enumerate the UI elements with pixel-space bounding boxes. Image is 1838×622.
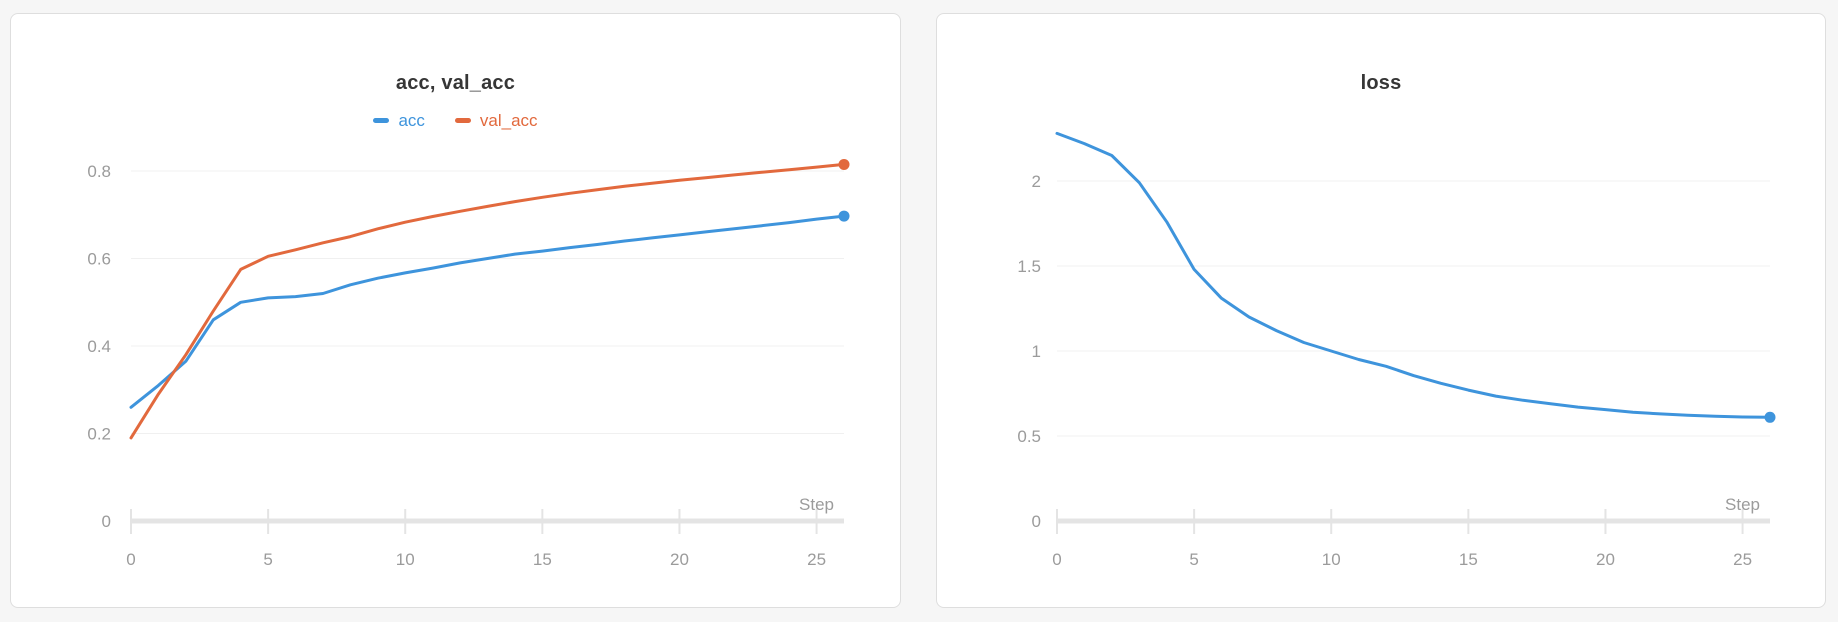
y-tick-label: 0.4 (87, 337, 111, 356)
accuracy-chart-legend: acc val_acc (11, 112, 900, 129)
x-tick-label: 25 (807, 550, 826, 569)
x-tick-label: 15 (533, 550, 552, 569)
x-tick-label: 15 (1459, 550, 1478, 569)
y-tick-label: 0.6 (87, 250, 111, 269)
chart-card-accuracy: 0 5 10 15 20 25 0 0.2 0.4 0.6 0.8 Step acc, val_acc… (10, 13, 901, 608)
y-tick-label: 1.5 (1017, 257, 1041, 276)
x-tick-label: 25 (1733, 550, 1752, 569)
x-tick-label: 10 (1322, 550, 1341, 569)
x-tick-label: 0 (1052, 550, 1061, 569)
loss-chart-title: loss (1360, 72, 1402, 94)
x-tick-label: 5 (263, 550, 272, 569)
series-end-dot-val_acc (838, 158, 850, 170)
x-tick-label: 0 (126, 550, 135, 569)
legend-label-val_acc: val_acc (479, 111, 538, 130)
x-tick-label: 5 (1189, 550, 1198, 569)
series-line-acc[interactable] (129, 214, 846, 409)
x-tick-label: 20 (670, 550, 689, 569)
y-tick-label: 0.2 (87, 425, 111, 444)
y-tick-label: 0 (1032, 512, 1041, 531)
y-tick-label: 2 (1032, 172, 1041, 191)
legend-item-val_acc[interactable]: val_acc (454, 111, 538, 130)
legend-swatch-acc (373, 118, 390, 123)
x-axis-step-label: Step (799, 495, 834, 514)
accuracy-chart-title: acc, val_acc (395, 72, 516, 94)
legend-label-acc: acc (398, 111, 425, 130)
y-tick-label: 0 (102, 512, 111, 531)
legend-item-acc[interactable]: acc (373, 111, 425, 130)
loss-chart-plot-area[interactable]: 0 5 10 15 20 25 0 0.5 1 1.5 2 Step (937, 14, 1825, 607)
series-end-dot-loss (1764, 411, 1776, 423)
series-end-dot-acc (838, 210, 850, 222)
series-line-loss[interactable] (1055, 131, 1772, 419)
legend-swatch-val_acc (454, 118, 471, 123)
y-tick-label: 0.8 (87, 162, 111, 181)
accuracy-chart-plot-area[interactable]: 0 5 10 15 20 25 0 0.2 0.4 0.6 0.8 Step (11, 14, 900, 607)
x-tick-label: 20 (1596, 550, 1615, 569)
y-tick-label: 0.5 (1017, 427, 1041, 446)
chart-card-loss: 0 5 10 15 20 25 0 0.5 1 1.5 2 Step loss (936, 13, 1826, 608)
series-line-val_acc[interactable] (129, 162, 846, 440)
x-axis-step-label: Step (1725, 495, 1760, 514)
x-tick-label: 10 (396, 550, 415, 569)
y-tick-label: 1 (1032, 342, 1041, 361)
